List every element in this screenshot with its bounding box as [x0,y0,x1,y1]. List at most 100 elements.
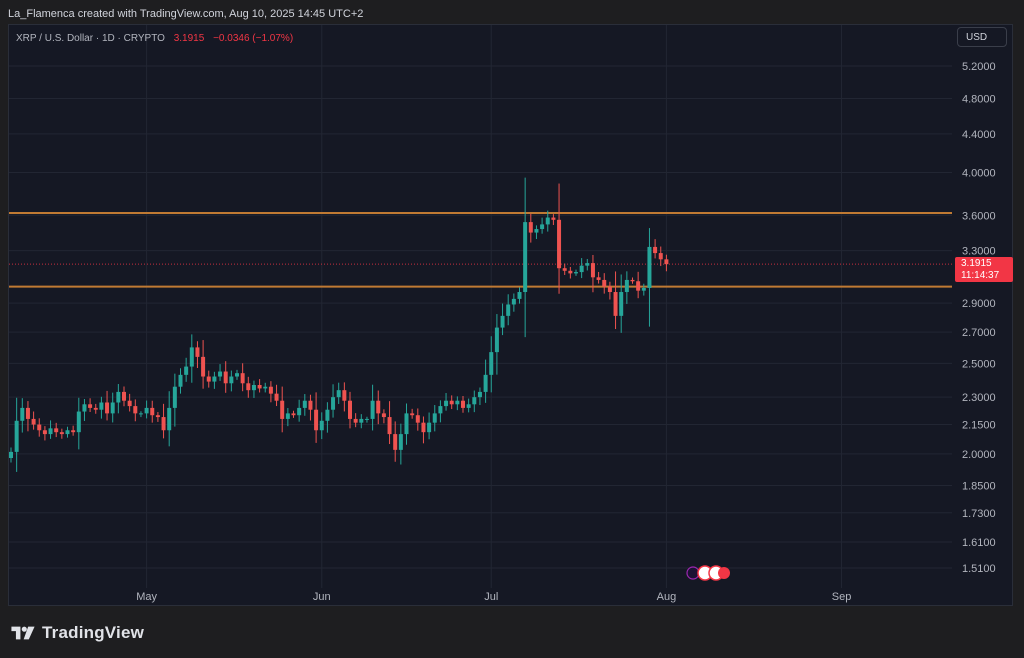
candles [9,177,669,472]
candle-body [184,366,189,375]
event-icon [686,566,700,580]
candle-body [602,279,607,287]
candle-body [410,413,415,416]
y-tick-label: 2.5000 [962,358,996,370]
candle-body [14,420,19,452]
y-tick-label: 4.4000 [962,129,996,141]
candle-body [630,279,635,282]
price-tag-value: 3.1915 [961,258,992,269]
candle-body [585,263,590,266]
candle-body [421,422,426,433]
candle-body [500,315,505,328]
x-tick-label: Aug [657,591,677,603]
candle-body [25,407,30,419]
symbol-name: XRP / U.S. Dollar · 1D · CRYPTO [16,33,165,44]
candle-body [178,374,183,387]
candle-body [212,376,217,382]
candle-body [449,400,454,405]
candle-body [381,413,386,418]
y-tick-label: 1.6100 [962,537,996,549]
us-flag-icon [718,567,730,579]
candle-body [218,371,223,377]
bar-countdown: 11:14:37 [961,270,1000,281]
candle-body [483,374,488,392]
y-tick-label: 1.7300 [962,508,996,520]
candle-body [59,432,64,435]
candle-body [613,292,618,316]
candle-body [274,393,279,401]
x-tick-label: May [136,591,157,603]
candle-body [398,434,403,450]
candle-body [150,407,155,416]
candle-body [54,428,59,433]
y-tick-label: 4.8000 [962,93,996,105]
candle-body [427,422,432,433]
candle-body [9,451,13,459]
candle-body [48,428,53,435]
candle-body [364,418,369,420]
candle-body [127,400,132,407]
candle-body [438,406,443,414]
candle-body [172,386,177,408]
candle-body [415,415,420,423]
candle-body [590,263,595,278]
candle-body [110,402,115,414]
candle-body [387,417,392,435]
candle-body [432,413,437,423]
y-tick-label: 3.3000 [962,246,996,258]
candle-body [20,407,25,421]
candle-body [596,277,601,280]
candle-body [636,281,641,291]
brand-name: TradingView [42,623,145,642]
candle-body [280,400,285,419]
y-tick-label: 1.5100 [962,563,996,575]
last-price-tag: 3.1915 11:14:37 [955,257,1013,282]
candle-body [551,217,556,220]
candle-body [511,298,516,305]
candle-body [370,400,375,419]
candle-body [557,219,562,269]
y-tick-label: 1.8500 [962,481,996,493]
candle-body [331,397,336,410]
candle-body [319,420,324,431]
y-tick-label: 3.6000 [962,210,996,222]
x-tick-label: Jun [313,591,331,603]
candle-body [99,402,104,410]
event-markers [686,565,730,581]
candle-body [353,418,358,423]
candle-body [477,391,482,398]
candle-body [235,373,239,377]
candle-body [308,400,313,410]
candle-body [37,424,42,431]
candle-body [534,229,539,233]
candle-body [268,386,273,394]
candle-body [201,356,206,377]
candle-body [229,376,234,384]
candle-body [658,253,663,260]
candle-body [223,371,228,384]
candle-body [302,400,307,408]
currency-button[interactable]: USD [957,27,1007,47]
candle-body [647,246,652,288]
candle-body [138,413,143,415]
chart-panel[interactable] [8,24,1013,606]
price-change: −0.0346 (−1.07%) [213,33,294,44]
symbol-legend: XRP / U.S. Dollar · 1D · CRYPTO 3.1915 −… [16,33,293,44]
candle-body [619,292,624,316]
last-price: 3.1915 [173,33,205,44]
candle-body [133,406,138,414]
candle-body [31,418,36,425]
candle-body [574,272,578,274]
y-tick-label: 2.9000 [962,298,996,310]
candle-body [246,383,251,391]
candle-body [359,418,364,423]
candle-body [263,386,268,389]
price-axis: 1.5100 1.6100 1.7300 1.8500 2.0000 2.1500 2.30… [962,61,996,575]
candle-body [376,400,381,414]
candle-body [342,390,347,401]
candle-body [206,376,211,382]
candle-body [653,246,658,254]
candle-body [517,292,522,299]
candle-body [285,413,290,419]
